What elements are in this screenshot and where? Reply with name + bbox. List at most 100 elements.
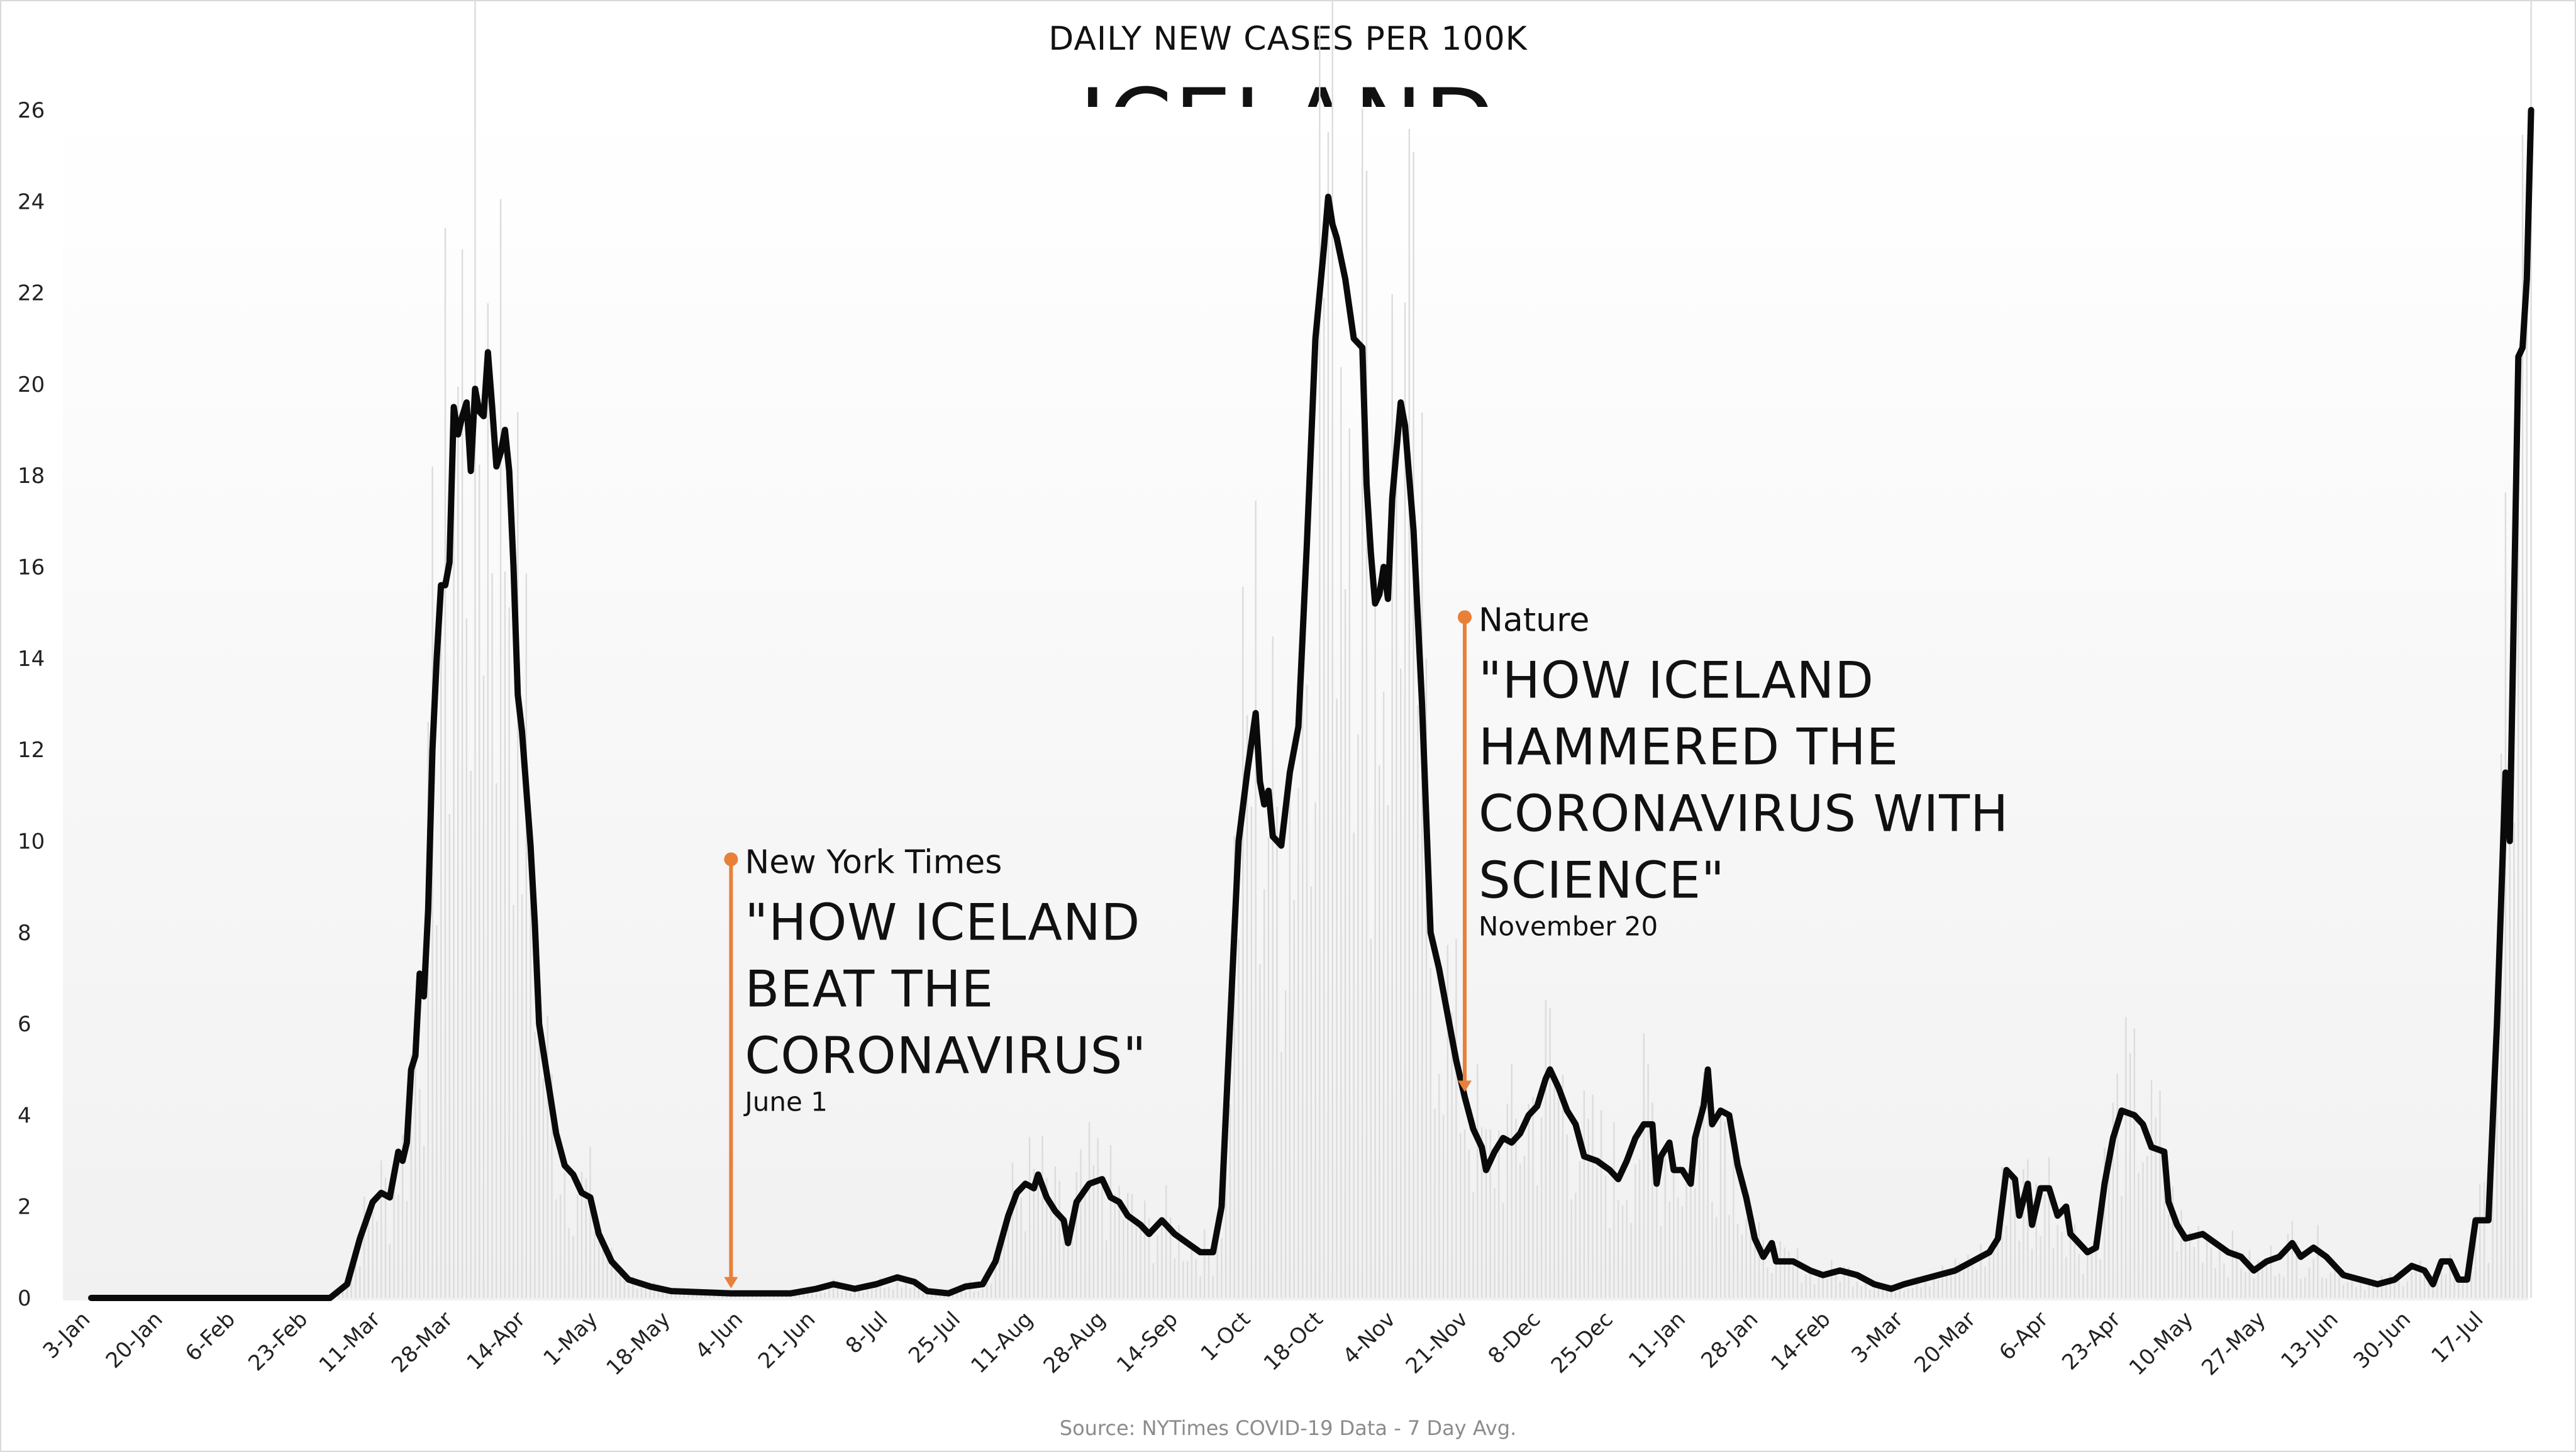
daily-bar (2129, 1053, 2131, 1298)
daily-bar (1873, 1288, 1875, 1298)
daily-bar (1869, 1289, 1871, 1298)
daily-bar (1540, 1117, 1543, 1298)
daily-bar (2368, 1280, 2370, 1298)
daily-bar (1545, 1000, 1547, 1298)
daily-bar (1958, 1262, 1960, 1298)
daily-bar (709, 1294, 711, 1298)
daily-bar (879, 1278, 881, 1298)
daily-bar (1967, 1255, 1969, 1298)
x-tick-label: 17-Jul (2426, 1307, 2488, 1368)
x-tick-label: 23-Feb (243, 1307, 313, 1376)
daily-bar (1626, 1199, 1628, 1298)
daily-bar (986, 1281, 988, 1298)
daily-bar (2142, 1162, 2144, 1298)
daily-bar (2099, 1259, 2101, 1298)
daily-bar (2287, 1234, 2289, 1298)
daily-bar (892, 1289, 894, 1298)
annotation-headline-line: HAMMERED THE (1479, 718, 1899, 776)
daily-bar (1229, 1104, 1231, 1298)
daily-bar (2189, 1231, 2191, 1298)
daily-bar (2125, 1017, 2127, 1298)
daily-bar (1992, 1249, 1995, 1298)
daily-bar (1451, 1012, 1453, 1298)
daily-bar (2449, 1254, 2451, 1298)
daily-bar (1106, 1239, 1108, 1298)
daily-bar (2202, 1262, 2204, 1298)
daily-bar (1387, 805, 1389, 1298)
y-tick-label: 10 (18, 829, 45, 854)
daily-bar (406, 1200, 408, 1298)
daily-bar (1374, 575, 1376, 1298)
daily-bar (1963, 1271, 1965, 1298)
daily-bar (2112, 1102, 2114, 1298)
daily-bar (1046, 1177, 1048, 1298)
daily-bar (1698, 1105, 1701, 1298)
daily-bar (1152, 1263, 1155, 1298)
daily-bar (841, 1290, 843, 1298)
daily-bar (1511, 1063, 1513, 1298)
daily-bar (960, 1289, 962, 1298)
daily-bar (1860, 1285, 1862, 1298)
daily-bar (1826, 1279, 1828, 1298)
daily-bar (2470, 1263, 2472, 1298)
daily-bar (2440, 1272, 2443, 1298)
daily-bar (1655, 1178, 1658, 1298)
daily-bar (577, 1194, 579, 1298)
daily-bar (1980, 1244, 1982, 1298)
daily-bar (1400, 668, 1402, 1298)
daily-bar (1805, 1274, 1807, 1298)
daily-bar (1822, 1278, 1824, 1298)
daily-bar (2381, 1275, 2383, 1298)
daily-bar (1084, 1184, 1086, 1298)
daily-bar (1144, 1200, 1146, 1298)
daily-bar (585, 1178, 587, 1298)
annotation-date: November 20 (1479, 911, 1658, 941)
daily-bar (1750, 1224, 1752, 1298)
daily-bar (2265, 1265, 2268, 1298)
daily-bar (1195, 1259, 1197, 1298)
daily-bar (2185, 1233, 2187, 1298)
daily-bar (1067, 1243, 1069, 1298)
daily-bar (1715, 1216, 1718, 1298)
daily-bar (2389, 1273, 2391, 1298)
daily-bar (2244, 1272, 2246, 1298)
daily-bar (2133, 1028, 2136, 1298)
daily-bar (440, 629, 442, 1298)
daily-bar (734, 1295, 736, 1298)
daily-bar (1929, 1286, 1931, 1298)
daily-bar (1506, 1104, 1509, 1298)
y-tick-label: 14 (18, 646, 45, 672)
daily-bar (611, 1248, 613, 1298)
daily-bar (683, 1292, 685, 1298)
daily-bar (1907, 1289, 1909, 1298)
daily-bar (939, 1293, 941, 1298)
daily-bar (534, 1032, 536, 1298)
daily-bar (2521, 135, 2524, 1298)
daily-bar (1916, 1283, 1918, 1298)
daily-bar (1745, 1219, 1747, 1298)
daily-bar (2240, 1268, 2242, 1298)
daily-bar (2172, 1186, 2174, 1298)
daily-bar (1297, 788, 1299, 1298)
daily-bar (397, 1194, 399, 1298)
daily-bar (1736, 1224, 1739, 1298)
daily-bar (2415, 1267, 2417, 1298)
daily-bar (559, 1194, 562, 1298)
y-tick-label: 20 (18, 372, 45, 397)
daily-bar (1975, 1270, 1978, 1298)
daily-bar (905, 1282, 907, 1298)
daily-bar (888, 1287, 890, 1298)
daily-bar (1911, 1288, 1914, 1298)
daily-bar (1946, 1273, 1948, 1298)
series-line (88, 107, 2534, 1301)
daily-bar (2150, 1080, 2153, 1298)
daily-bar (1109, 1145, 1112, 1298)
daily-bar (1037, 1175, 1039, 1298)
daily-bar (2009, 1175, 2012, 1298)
daily-bar (547, 1016, 548, 1298)
daily-bar (628, 1285, 630, 1298)
daily-bar (853, 1290, 856, 1298)
daily-bar (2377, 1281, 2379, 1298)
daily-bar (623, 1281, 626, 1298)
daily-bar (1161, 1222, 1163, 1298)
